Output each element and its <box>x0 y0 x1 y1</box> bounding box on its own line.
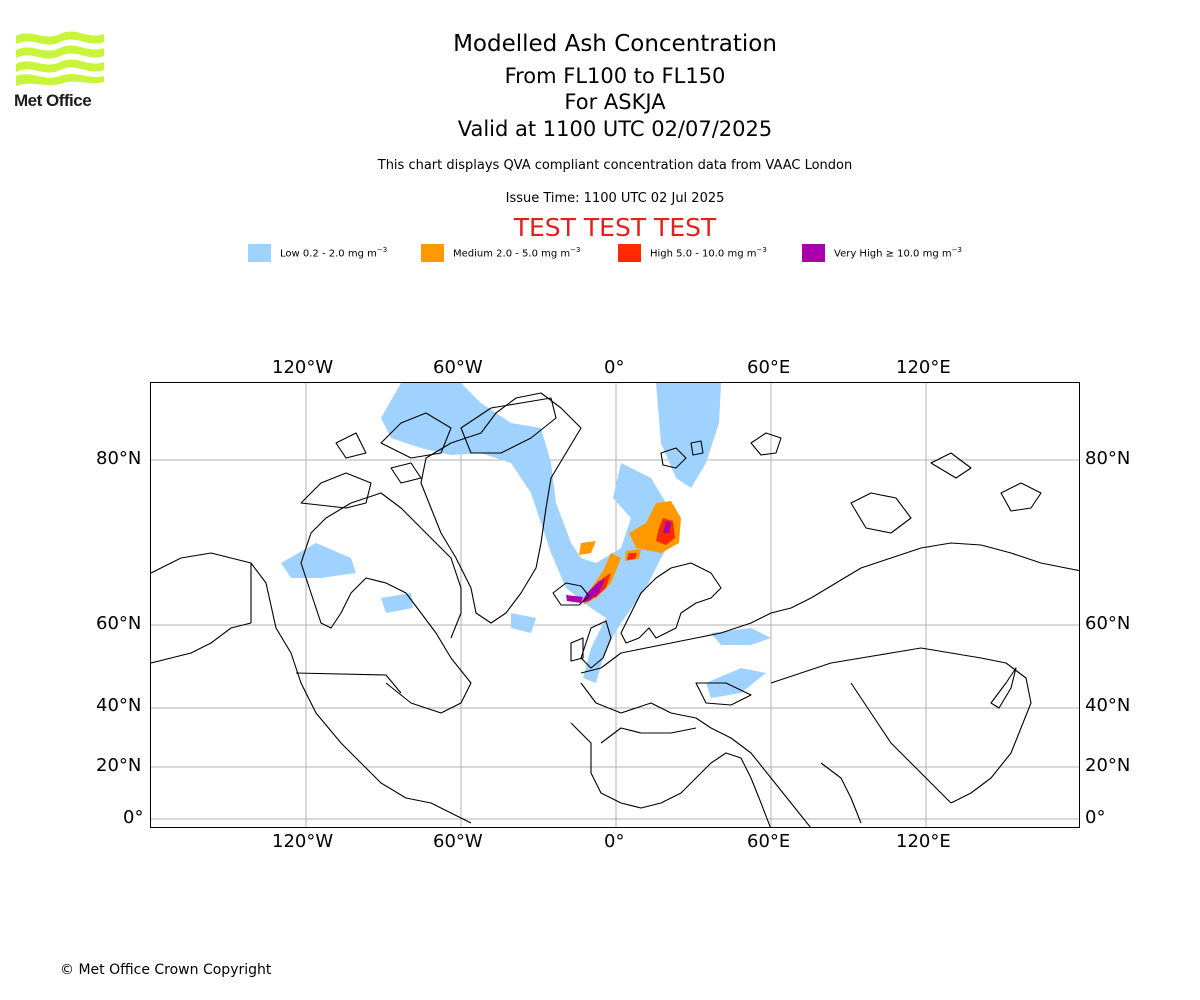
legend-item-high: High 5.0 - 10.0 mg m−3 <box>618 244 767 262</box>
chart-description: This chart displays QVA compliant concen… <box>377 158 853 173</box>
met-office-logo-text: Met Office <box>14 91 92 110</box>
chart-title: Modelled Ash Concentration <box>453 31 777 57</box>
lon-tick-bottom-60e: 60°E <box>747 831 791 852</box>
lat-tick-right-20n: 20°N <box>1085 755 1131 776</box>
legend-item-very-high: Very High ≥ 10.0 mg m−3 <box>802 244 962 262</box>
lon-tick-bottom-120e: 120°E <box>896 831 951 852</box>
lat-tick-left-0: 0° <box>123 807 144 828</box>
lat-tick-left-60n: 60°N <box>96 613 142 634</box>
lat-tick-right-60n: 60°N <box>1085 613 1131 634</box>
lon-tick-top-60w: 60°W <box>433 357 483 378</box>
lat-tick-left-80n: 80°N <box>96 448 142 469</box>
lat-tick-right-40n: 40°N <box>1085 695 1131 716</box>
lat-tick-left-20n: 20°N <box>96 755 142 776</box>
legend-label-low: Low 0.2 - 2.0 mg m−3 <box>280 246 388 260</box>
legend-swatch-high <box>618 244 641 262</box>
lat-tick-right-80n: 80°N <box>1085 448 1131 469</box>
lon-tick-bottom-120w: 120°W <box>272 831 334 852</box>
legend-label-very-high: Very High ≥ 10.0 mg m−3 <box>834 246 962 260</box>
legend-swatch-low <box>248 244 271 262</box>
legend-item-low: Low 0.2 - 2.0 mg m−3 <box>248 244 387 262</box>
ash-very-high-concentration-area <box>566 521 671 603</box>
map-canvas <box>151 383 1079 827</box>
legend-swatch-very-high <box>802 244 825 262</box>
concentration-legend: Low 0.2 - 2.0 mg m−3 Medium 2.0 - 5.0 mg… <box>0 244 1200 264</box>
copyright-notice: © Met Office Crown Copyright <box>60 962 272 978</box>
lon-tick-top-120e: 120°E <box>896 357 951 378</box>
lat-tick-right-0: 0° <box>1085 807 1106 828</box>
lon-tick-bottom-60w: 60°W <box>433 831 483 852</box>
coastlines <box>151 392 1079 827</box>
issue-time: Issue Time: 1100 UTC 02 Jul 2025 <box>505 191 725 206</box>
ash-concentration-map <box>150 382 1080 828</box>
lon-tick-top-0: 0° <box>604 357 625 378</box>
legend-label-medium: Medium 2.0 - 5.0 mg m−3 <box>453 246 581 260</box>
flight-levels: From FL100 to FL150 <box>504 64 726 88</box>
lat-tick-left-40n: 40°N <box>96 695 142 716</box>
legend-item-medium: Medium 2.0 - 5.0 mg m−3 <box>421 244 580 262</box>
legend-swatch-medium <box>421 244 444 262</box>
ash-low-concentration-area <box>281 383 771 698</box>
lon-tick-top-120w: 120°W <box>272 357 334 378</box>
lon-tick-bottom-0: 0° <box>604 831 625 852</box>
legend-label-high: High 5.0 - 10.0 mg m−3 <box>650 246 767 260</box>
valid-time: Valid at 1100 UTC 02/07/2025 <box>457 117 773 141</box>
test-banner: TEST TEST TEST <box>513 213 717 242</box>
lon-tick-top-60e: 60°E <box>747 357 791 378</box>
met-office-waves-icon <box>16 31 104 86</box>
met-office-logo: Met Office <box>14 28 110 114</box>
volcano-name: For ASKJA <box>564 90 666 114</box>
